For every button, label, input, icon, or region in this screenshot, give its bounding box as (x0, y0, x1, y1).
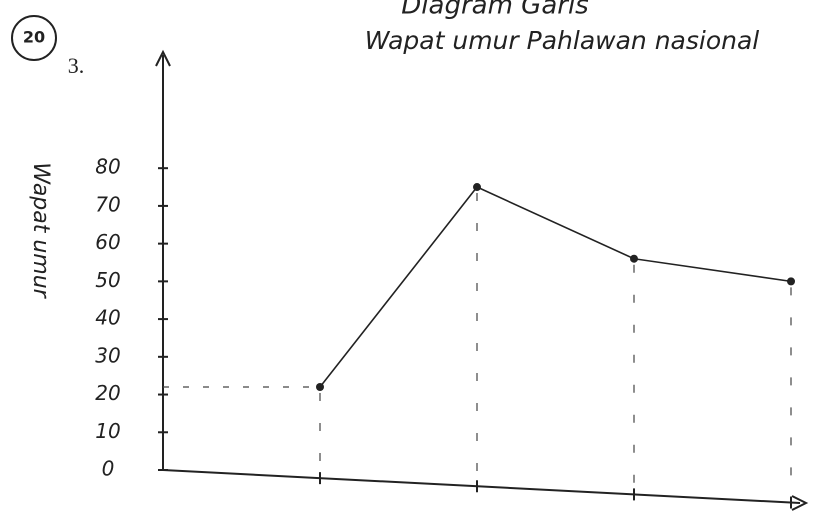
y-tick-label: 20 (95, 381, 120, 405)
chart-title: Diagram Garis (401, 0, 588, 21)
y-tick-label: 10 (95, 419, 120, 443)
y-tick-label: 30 (95, 343, 120, 367)
y-tick-label: 0 (102, 457, 115, 481)
annotation: 20 (23, 28, 45, 47)
y-tick-label: 80 (95, 155, 120, 179)
y-tick-label: 60 (95, 230, 120, 254)
point (630, 254, 638, 263)
point (316, 383, 324, 391)
y-axis-label: Wapat umur (28, 162, 53, 299)
y-tick-label: 70 (95, 192, 120, 216)
annotation: 3. (68, 53, 85, 78)
x-axis-arrow (791, 495, 809, 511)
y-tick-label: 40 (95, 306, 120, 330)
point (473, 183, 481, 192)
annotation-circle (11, 15, 57, 61)
y-axis-arrow (155, 49, 171, 67)
line (319, 186, 792, 388)
x-axis (162, 469, 801, 504)
y-tick-label: 50 (95, 268, 120, 292)
chart-subtitle: Wapat umur Pahlawan nasional (365, 26, 760, 55)
point (787, 277, 795, 286)
